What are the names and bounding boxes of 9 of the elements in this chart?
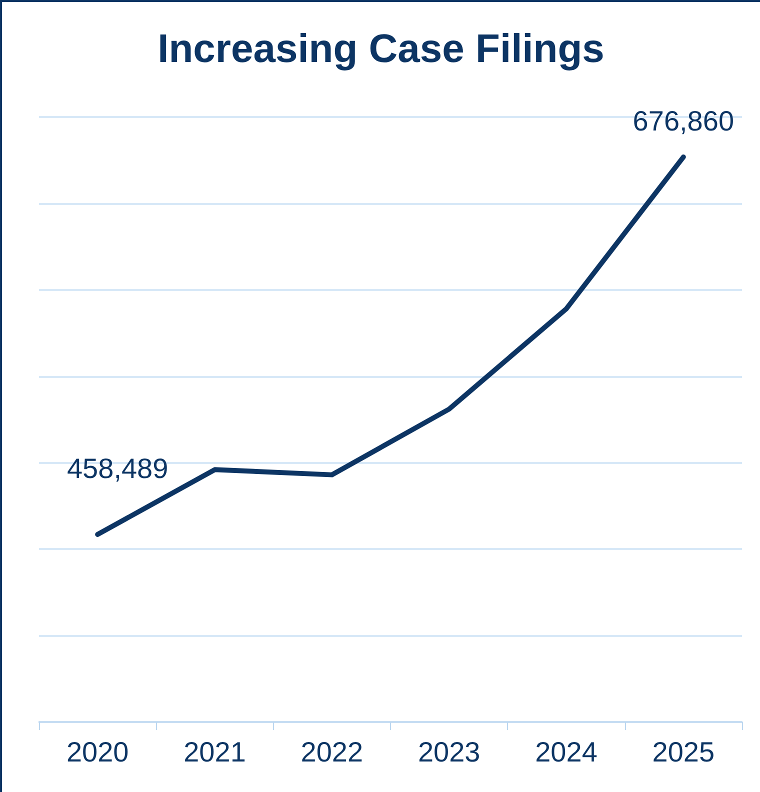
- x-tick-label: 2025: [652, 736, 715, 768]
- x-tick-label: 2023: [418, 736, 480, 768]
- x-tick-label: 2022: [300, 736, 364, 768]
- chart-title: Increasing Case Filings: [158, 27, 604, 71]
- x-tick-label: 2024: [535, 736, 598, 768]
- data-label: 458,489: [66, 452, 168, 484]
- x-tick-label: 2020: [66, 736, 129, 768]
- data-label: 676,860: [632, 106, 734, 136]
- x-tick-label: 2021: [184, 736, 246, 768]
